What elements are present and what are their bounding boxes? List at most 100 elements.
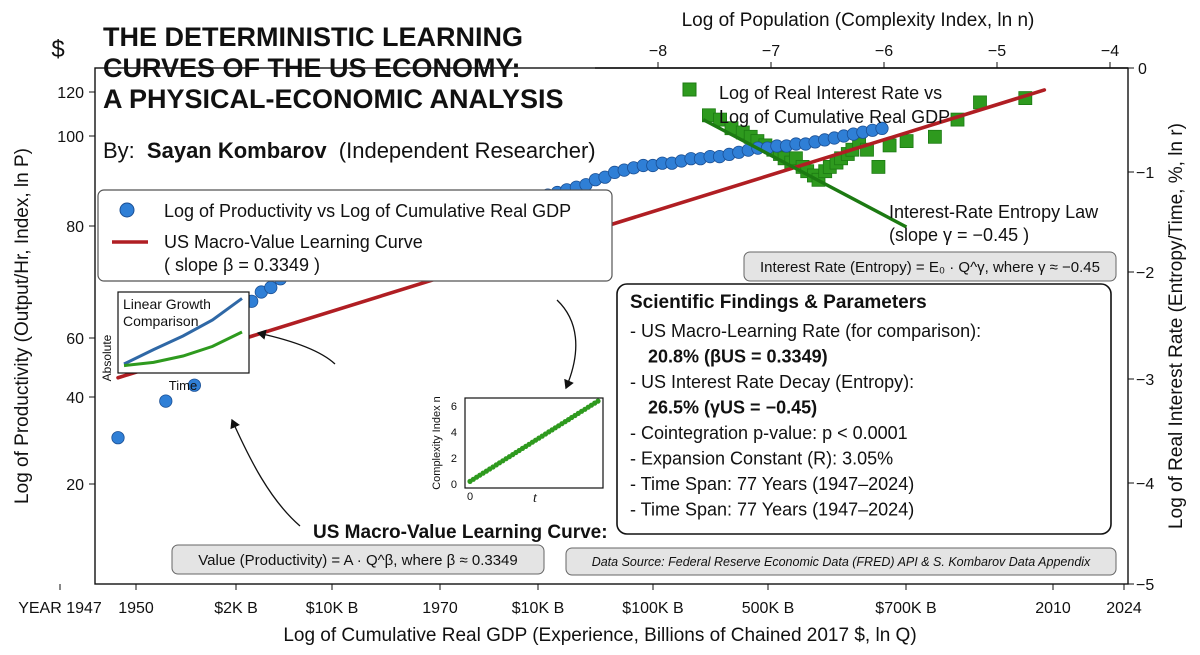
bottom-tick: $100K B [622,584,684,617]
bottom-tick: 2024 [1106,584,1142,617]
left-tick-label: 120 [57,85,84,102]
green-legend: Log of Real Interest Rate vs Log of Cumu… [682,82,950,127]
bottom-tick: $10K B [306,584,358,617]
bottom-tick: YEAR 1947 [18,584,102,617]
green-series [702,91,1033,187]
top-tick-label: −6 [875,43,893,60]
legend-box [97,189,613,282]
right-tick: −4 [1128,476,1154,493]
right-tick-label: 0 [1138,61,1147,78]
complexity-point [595,398,601,404]
value-formula-box [171,544,545,575]
interest-rate-point [899,134,914,149]
inset-linear-xlabel: Time [169,378,197,393]
productivity-point [187,378,201,392]
data-source-text: Data Source: Federal Reserve Economic Da… [592,555,1091,569]
finding-line: 20.8% (βUS = 0.3349) [648,347,828,367]
bottom-tick: 1950 [118,584,154,617]
data-source-box [565,547,1117,576]
interest-formula: Interest Rate (Entropy) = E₀ · Q^γ, wher… [743,251,1117,282]
finding-line: - US Macro-Learning Rate (for comparison… [630,321,981,341]
right-axis-ticks: 0 −1 −2 −3 −4 −5 [1128,61,1154,594]
top-tick: −6 [875,43,893,68]
left-tick: 80 [66,219,95,236]
bottom-tick-label: $100K B [622,600,683,617]
bottom-tick: 500K B [742,584,794,617]
bottom-tick-label: $10K B [306,600,358,617]
bottom-tick: $2K B [214,584,258,617]
bottom-tick-label: $2K B [214,600,258,617]
interest-rate-point [871,159,886,174]
title-line: A PHYSICAL-ECONOMIC ANALYSIS [103,84,564,114]
inset-complexity-ylabel: Complexity Index n [431,396,443,490]
left-axis-ticks: 120 100 80 60 40 20 [57,85,95,494]
inset-complexity-ytick: 2 [451,453,457,465]
findings-title: Scientific Findings & Parameters [630,292,927,313]
bottom-tick: $700K B [875,584,937,617]
bottom-tick-label: $700K B [875,600,936,617]
author-affiliation: (Independent Researcher) [339,138,596,163]
bottom-tick-label: 2024 [1106,600,1142,617]
data-source: Data Source: Federal Reserve Economic Da… [565,547,1117,576]
inset-linear-series [123,330,243,368]
productivity-point [111,431,125,445]
productivity-point [264,280,278,295]
inset-linear-title: Linear Growth [123,296,211,312]
interest-formula-box [743,251,1117,282]
left-tick: 40 [66,390,95,407]
main-legend: Log of Productivity vs Log of Cumulative… [97,189,613,282]
productivity-point [159,394,173,408]
finding-line: - Time Span: 77 Years (1947–2024) [630,474,914,494]
value-formula: Value (Productivity) = A · Q^β, where β … [171,544,545,575]
inset-complexity: Complexity Index n 0 2 4 6 0 t [431,396,604,506]
left-tick-label: 20 [66,477,84,494]
inset-linear-title-2: Comparison [123,313,198,329]
legend-green-line1: Log of Real Interest Rate vs [719,83,942,103]
arrow-to-linear-inset [256,329,336,365]
title-block: THE DETERMINISTIC LEARNING CURVES OF THE… [103,22,564,114]
bottom-tick-label: 1950 [118,600,154,617]
inset-linear-frame [117,291,250,374]
inset-linear-series [123,297,243,366]
bottom-axis-label: Log of Cumulative Real GDP (Experience, … [283,625,916,646]
top-axis-ticks: −8 −7 −6 −5 −4 [649,43,1119,68]
inset-complexity-ytick: 6 [451,401,457,413]
value-formula-text: Value (Productivity) = A · Q^β, where β … [198,552,517,569]
legend-dot-marker [119,202,135,218]
currency-symbol: $ [51,36,64,63]
inset-complexity-ytick: 4 [451,427,457,439]
legend-square-marker [682,82,697,97]
arrow-to-learning-curve [230,418,301,527]
right-tick-label: −3 [1136,372,1154,389]
findings-box [616,283,1112,535]
bottom-tick-label: YEAR 1947 [18,600,102,617]
bottom-tick: 2010 [1035,584,1071,617]
bottom-axis-ticks: YEAR 1947 1950 $2K B $10K B 1970 $10K B … [18,584,1142,617]
arrow-to-complexity-inset [556,299,577,390]
left-tick-label: 40 [66,390,84,407]
left-tick-label: 60 [66,331,84,348]
finding-line: - Expansion Constant (R): 3.05% [630,449,893,469]
legend-dots-label: Log of Productivity vs Log of Cumulative… [164,201,571,221]
top-tick: −5 [988,43,1006,68]
inset-complexity-xlabel: t [533,491,538,506]
top-tick-label: −7 [762,43,780,60]
right-tick: −1 [1128,165,1154,182]
finding-line: 26.5% (γUS = −0.45) [648,398,817,418]
left-tick: 60 [66,331,95,348]
findings-list: - US Macro-Learning Rate (for comparison… [630,321,981,520]
bottom-tick: 1970 [422,584,458,617]
interest-rate-point [713,112,727,127]
bottom-tick-label: 1970 [422,600,458,617]
right-tick-label: −5 [1136,577,1154,594]
left-tick: 20 [66,477,95,494]
bottom-tick-label: 2010 [1035,600,1071,617]
top-tick: −4 [1101,43,1119,68]
left-axis-label: Log of Productivity (Output/Hr, Index, l… [12,148,33,504]
bottom-tick: $10K B [512,584,564,617]
right-tick: −2 [1128,265,1154,282]
right-tick: 0 [1128,61,1147,78]
finding-line: - US Interest Rate Decay (Entropy): [630,372,914,392]
top-tick-label: −8 [649,43,667,60]
